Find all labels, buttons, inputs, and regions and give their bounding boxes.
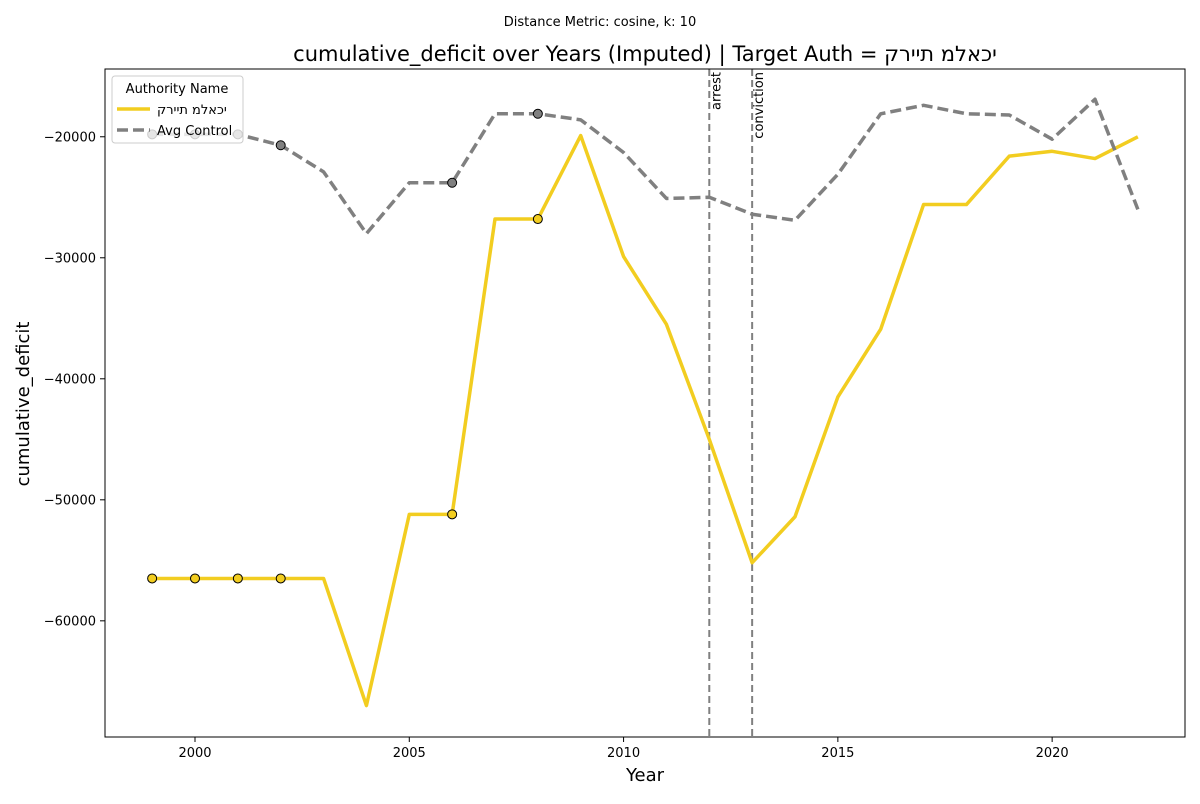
legend-title: Authority Name [126,82,229,97]
chart-title: cumulative_deficit over Years (Imputed) … [293,42,997,67]
series-layer [147,97,1140,708]
event-label-conviction: conviction [752,72,767,139]
imputed-marker [190,573,200,584]
legend-box [111,75,244,144]
x-axis-label: Year [625,765,665,786]
legend: Authority Name יכאלמ תיירק Avg Control [111,75,244,144]
y-tick-label: −40000 [44,372,96,387]
chart-suptitle: Distance Metric: cosine, k: 10 [504,15,696,30]
x-tick-label: 2020 [1036,746,1069,761]
x-tick-label: 2010 [607,746,640,761]
x-tick-label: 2015 [821,746,854,761]
y-tick-label: −60000 [44,614,96,629]
event-label-arrest: arrest [709,72,724,110]
y-tick-label: −50000 [44,493,96,508]
imputed-marker [275,573,286,584]
legend-label-control: Avg Control [157,124,232,139]
y-tick-label: −20000 [44,130,96,145]
imputed-marker [232,573,243,584]
imputed-marker [147,573,158,584]
ticks-layer: 2000 2005 2010 2015 2020 −60000 −50000 −40000 −3… [44,130,1069,761]
y-tick-label: −30000 [44,251,96,266]
legend-label-target: יכאלמ תיירק [157,103,227,118]
series-line-0 [152,133,1139,708]
annotation-layer: arrest conviction [708,69,767,737]
series-line-1 [152,97,1140,236]
y-axis-label: cumulative_deficit [13,322,34,487]
imputed-marker [447,509,458,520]
x-tick-label: 2000 [178,746,211,761]
imputed-marker [532,108,543,119]
imputed-marker [275,140,286,151]
plot-frame [104,68,1186,738]
imputed-marker [532,214,543,225]
imputed-marker [447,177,458,188]
x-tick-label: 2005 [393,746,426,761]
